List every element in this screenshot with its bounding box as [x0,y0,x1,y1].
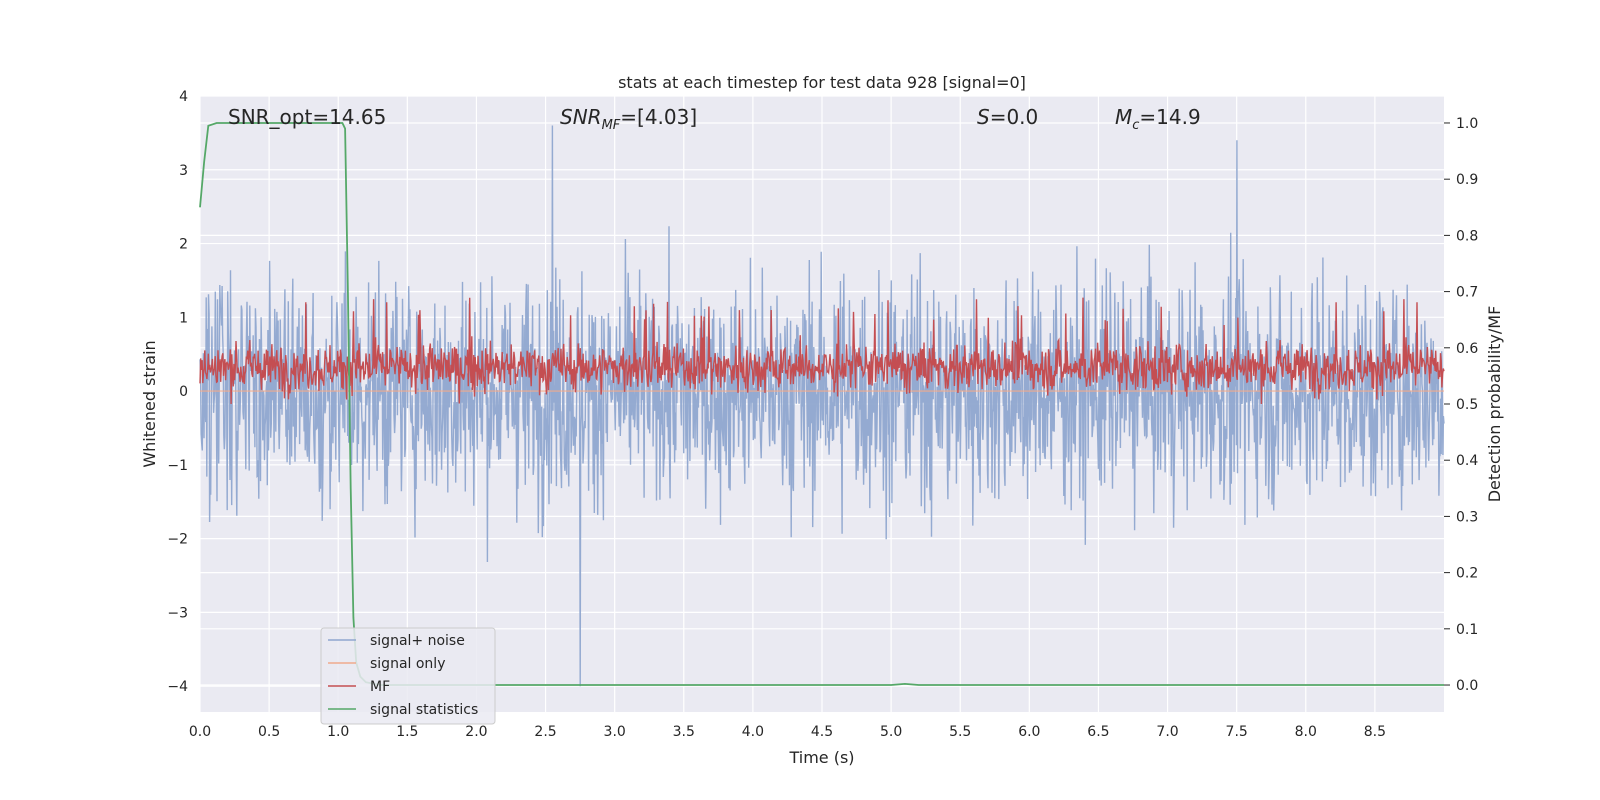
x-tick-label: 3.5 [673,724,695,740]
y2-tick-label: 0.7 [1456,285,1478,301]
y2-axis-label: Detection probability/MF [1485,306,1504,503]
x-tick-label: 5.5 [949,724,971,740]
annotation-mc-main: M [1115,105,1132,129]
x-tick-label: 6.5 [1087,724,1109,740]
x-axis-label: Time (s) [788,748,854,767]
series-mf [199,297,1445,405]
x-tick-label: 8.5 [1364,724,1386,740]
x-tick-label: 8.0 [1295,724,1317,740]
series-signal-noise [199,125,1445,687]
legend-box [320,627,496,725]
y-tick-label: −4 [167,679,188,695]
legend-label-signal-only: signal only [370,656,445,672]
annotation-mc-value: =14.9 [1139,105,1200,129]
ticks: 0.0 0.5 1.0 1.5 2.0 2.5 3.0 3.5 4.0 4.5 5.0 5.5 6.0 6… [167,89,1478,740]
y2-tick-label: 0.3 [1456,509,1478,525]
y2-tick-label: 0.0 [1456,678,1478,694]
x-tick-label: 3.0 [604,724,626,740]
annotation-s-main: S [977,105,990,129]
x-tick-label: 0.0 [189,724,211,740]
annotation-snr-mf: SNRMF=[4.03] [560,105,697,133]
annotation-s: S=0.0 [977,105,1038,129]
x-tick-label: 2.5 [534,724,556,740]
legend-label-signal-statistics: signal statistics [370,702,478,718]
x-tick-label: 7.0 [1156,724,1178,740]
legend: signal+ noise signal only MF signal stat… [320,627,496,725]
x-tick-label: 1.5 [396,724,418,740]
x-tick-label: 5.0 [880,724,902,740]
x-tick-label: 0.5 [258,724,280,740]
y-tick-label: 4 [179,89,188,105]
y-tick-label: −1 [167,458,188,474]
y-tick-label: 0 [179,384,188,400]
legend-label-signal-noise: signal+ noise [370,633,465,649]
y-tick-label: 1 [179,310,188,326]
x-tick-label: 6.0 [1018,724,1040,740]
x-tick-label: 7.5 [1226,724,1248,740]
y2-tick-label: 0.2 [1456,566,1478,582]
y-tick-label: 2 [179,237,188,253]
y2-tick-label: 0.5 [1456,397,1478,413]
y-tick-label: 3 [179,163,188,179]
y2-tick-label: 0.8 [1456,228,1478,244]
y-axis-label: Whitened strain [140,340,159,467]
annotation-snr-mf-sub: MF [602,118,621,133]
chart-title: stats at each timestep for test data 928… [618,73,1026,92]
legend-label-mf: MF [370,679,390,695]
x-tick-label: 4.5 [811,724,833,740]
y2-tick-label: 0.1 [1456,622,1478,638]
y2-tick-label: 0.9 [1456,172,1478,188]
annotation-snr-opt: SNR_opt=14.65 [228,105,386,129]
y2-tick-label: 0.6 [1456,341,1478,357]
y2-tick-label: 0.4 [1456,453,1478,469]
y2-tick-label: 1.0 [1456,116,1478,132]
x-tick-label: 2.0 [465,724,487,740]
x-tick-label: 4.0 [742,724,764,740]
annotation-mc: Mc=14.9 [1115,105,1201,133]
y-tick-label: −3 [167,605,188,621]
y-tick-label: −2 [167,532,188,548]
annotation-s-value: =0.0 [990,105,1039,129]
annotation-snr-mf-main: SNR [560,105,602,129]
annotation-mc-sub: c [1132,118,1139,133]
x-tick-label: 1.0 [327,724,349,740]
annotation-snr-mf-value: =[4.03] [620,105,697,129]
